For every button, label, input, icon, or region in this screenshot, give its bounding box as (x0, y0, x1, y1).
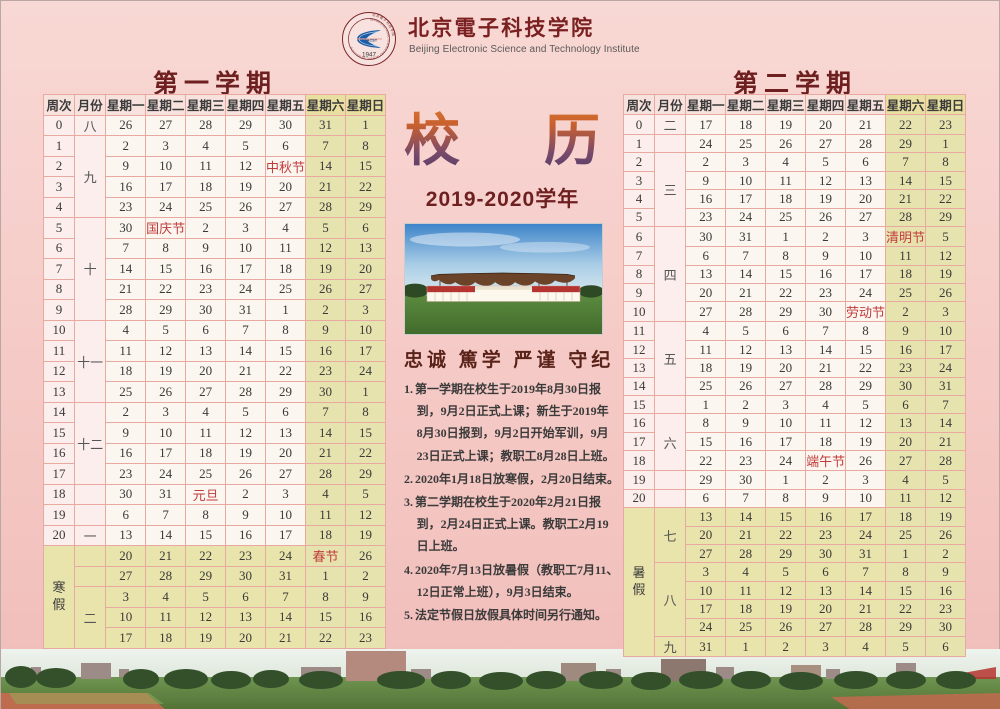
svg-text:1947: 1947 (362, 52, 377, 59)
svg-text:ACST: ACST (367, 38, 378, 42)
